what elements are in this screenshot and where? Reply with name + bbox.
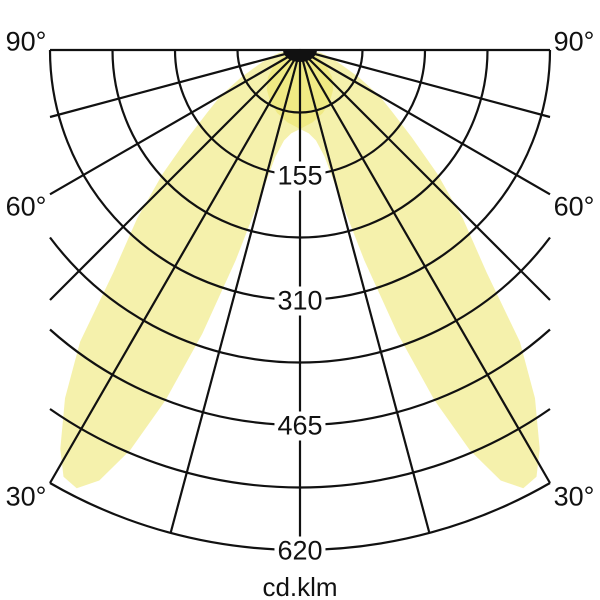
- beam-lobe-left: [60, 50, 334, 489]
- radial-line-left-30: [49, 49, 301, 484]
- radial-line-left-15: [169, 49, 302, 534]
- beam-lobe-right: [266, 50, 540, 489]
- radial-line-left-75: [49, 48, 301, 119]
- radial-line-right-75: [299, 48, 551, 119]
- radial-line-right-60: [299, 49, 551, 196]
- radial-line-left-45: [49, 49, 301, 301]
- radial-line-right-15: [298, 49, 431, 534]
- radial-line-right-45: [299, 49, 551, 301]
- radial-line-left-60: [49, 49, 301, 196]
- radial-line-right-30: [299, 49, 551, 484]
- luminaire-origin-marker: [283, 50, 317, 62]
